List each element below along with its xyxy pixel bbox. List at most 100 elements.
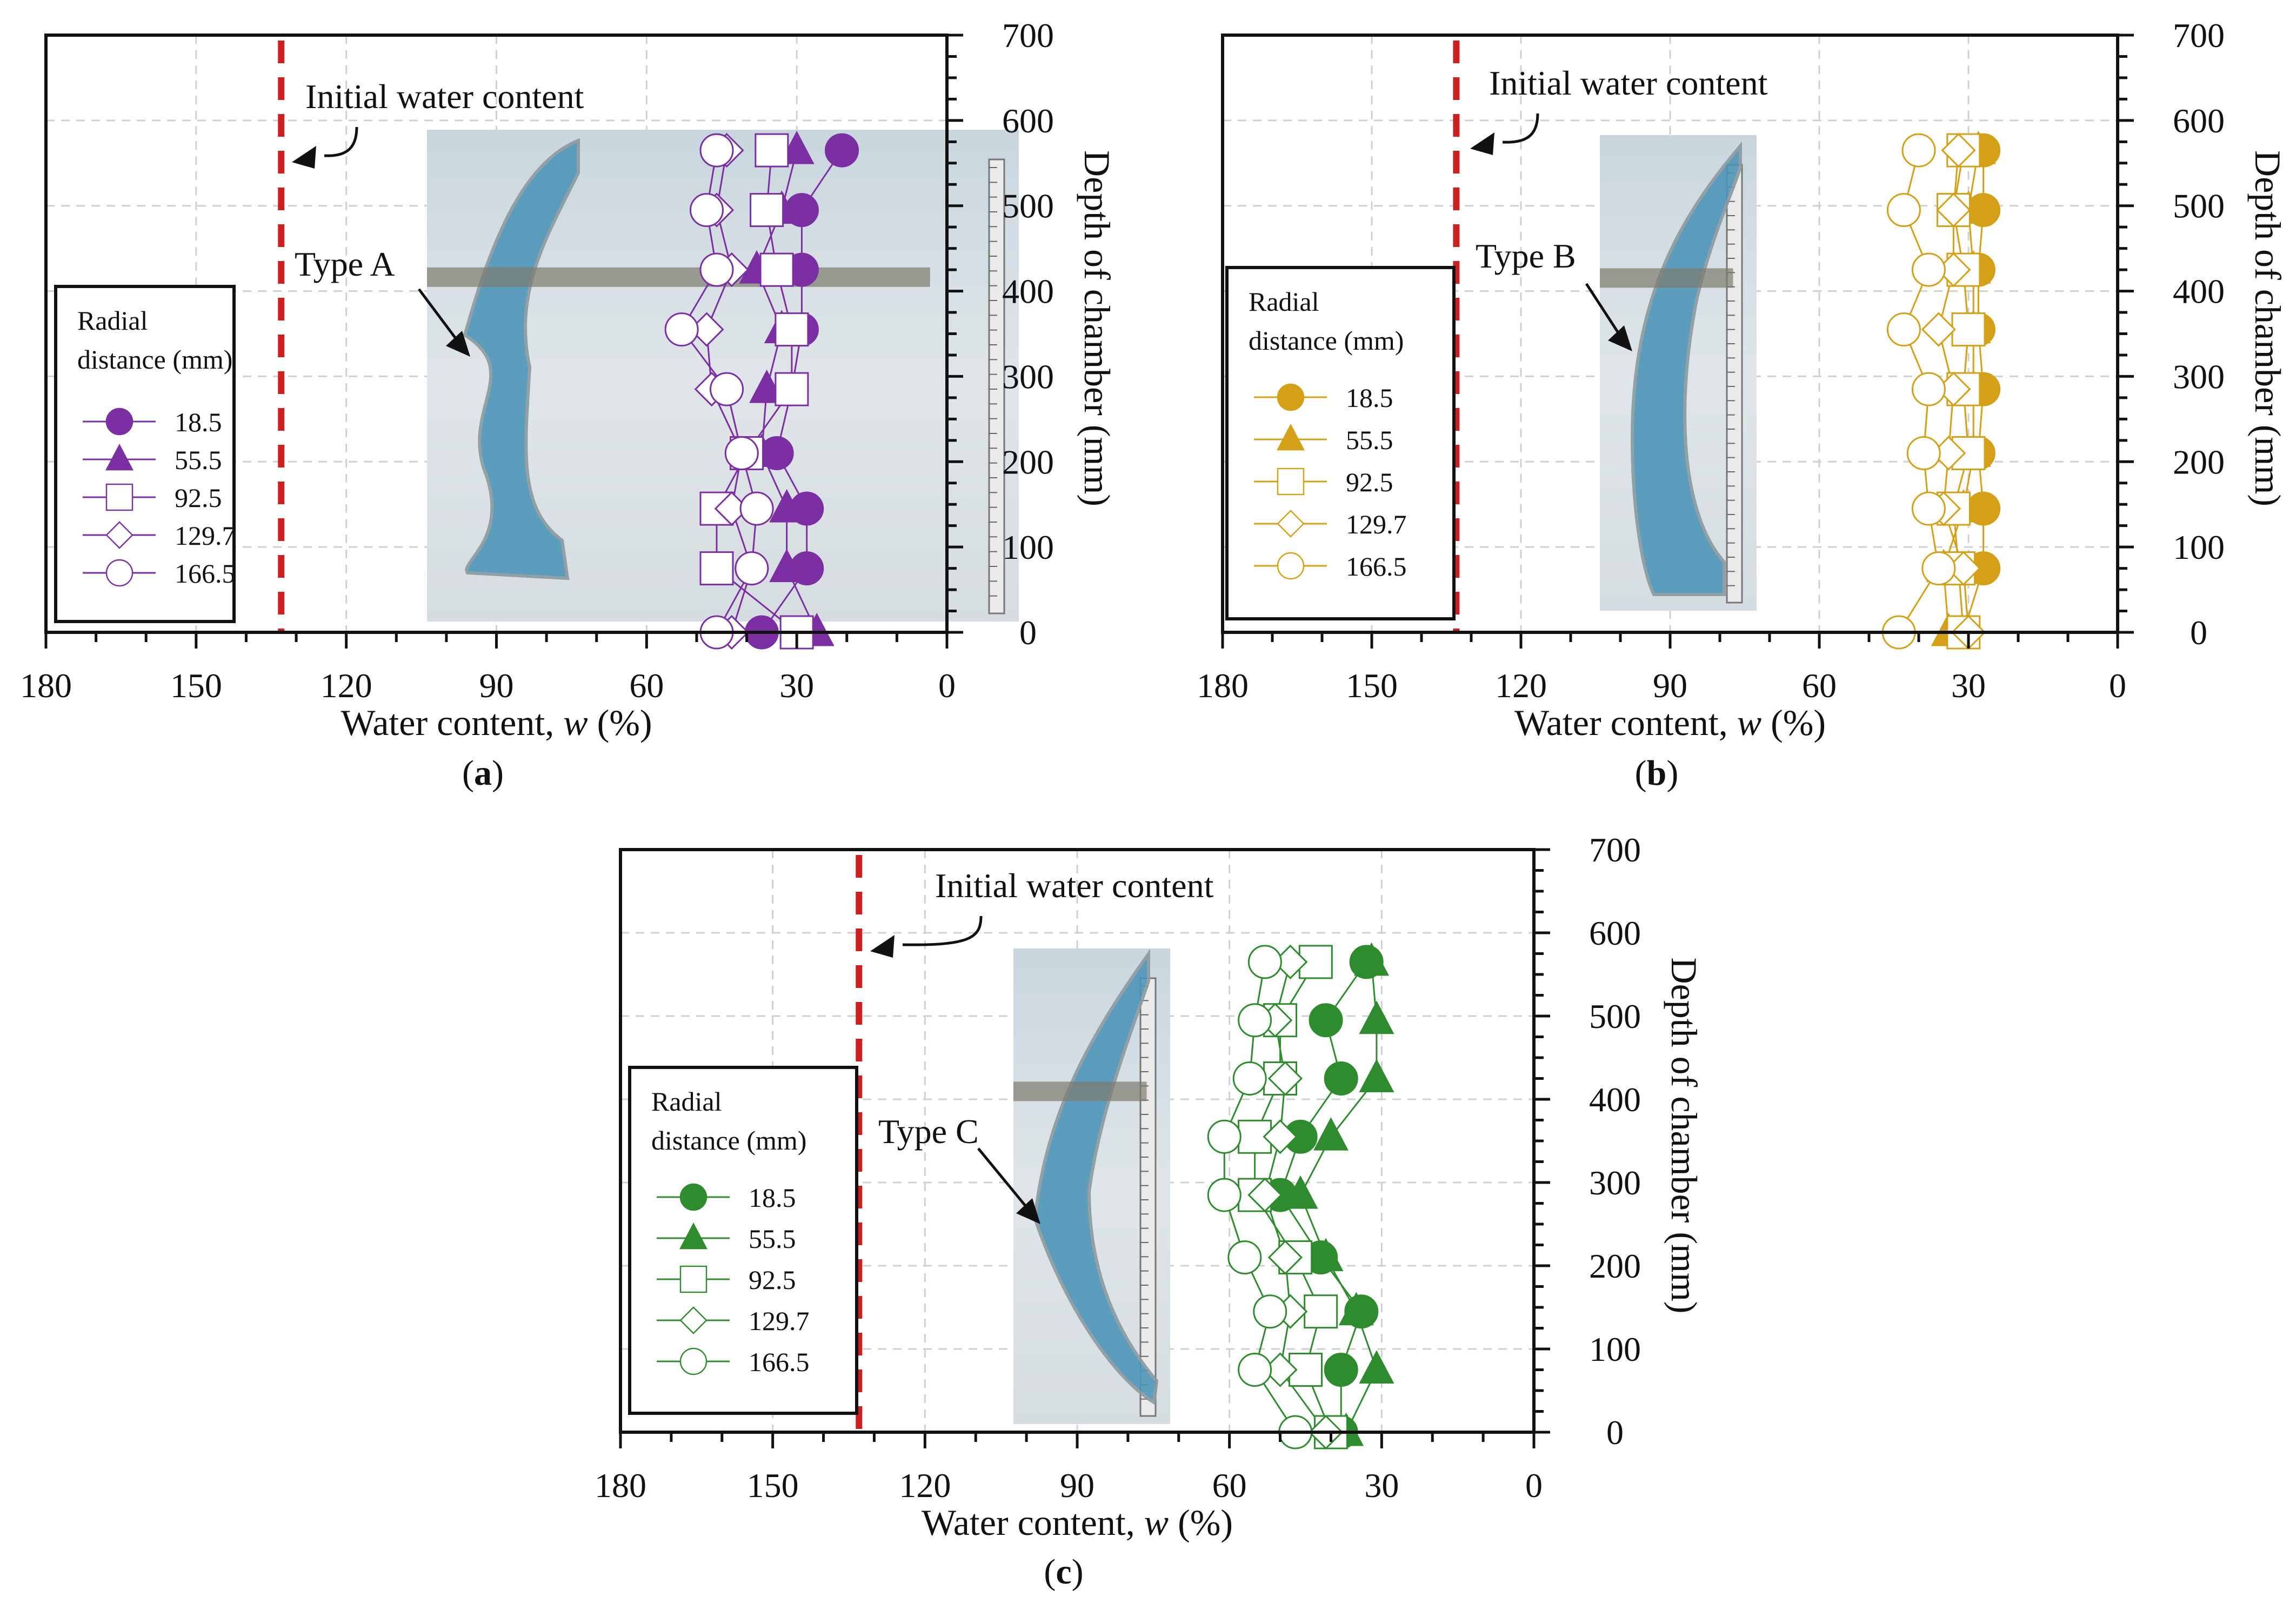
data-point [1324,1061,1358,1095]
data-point [1253,1294,1287,1329]
legend-title: Radial [1249,286,1319,317]
legend-label: 166.5 [175,558,236,589]
soil-body [1033,948,1159,1406]
arrow-head [1470,132,1494,155]
legend-title: distance (mm) [1249,325,1404,356]
cutting-band [1600,268,1733,288]
data-point [739,491,774,526]
x-tick-label: 30 [1364,1466,1399,1505]
y-tick-label: 700 [2173,16,2225,55]
legend-marker [105,407,134,436]
data-point [825,133,859,168]
arrow-head [1608,325,1632,351]
data-point [1359,1059,1394,1092]
legend-label: 92.5 [175,483,222,513]
x-axis: 180 150 120 90 60 30 0 Water content, w (%) [595,1432,1543,1543]
x-tick-label: 60 [1212,1466,1247,1505]
x-axis: 180 150 120 90 60 30 0 Water content, w (%) [20,632,956,743]
legend-marker [1277,467,1305,496]
x-tick-label: 180 [20,666,72,705]
legend-marker [105,483,134,511]
panel-b: Initial water content Type B Radial distanc… [1197,16,2288,793]
y-tick-label: 700 [1002,16,1054,55]
data-point [1247,1177,1283,1213]
x-tick-label: 180 [1197,666,1249,705]
x-tick-label: 120 [1495,666,1547,705]
legend-label: 129.7 [1346,509,1407,539]
data-point [699,133,734,168]
x-tick-label: 30 [779,666,814,705]
data-point [689,193,724,228]
specimen-photo [1600,135,1757,611]
type-arrow [1585,283,1624,340]
legend-label: 129.7 [175,520,236,551]
panel-a: Initial water content Type A Radial distanc… [20,16,1118,793]
x-tick-label: 150 [170,666,222,705]
y-tick-label: 500 [2173,187,2225,225]
y-tick-label: 400 [2173,272,2225,311]
x-tick-label: 0 [1525,1466,1543,1505]
data-point [1227,1240,1262,1275]
legend-marker [1277,510,1305,538]
series-markers-55.5 [1283,942,1394,1446]
data-point [699,551,734,586]
data-point [1359,1350,1394,1384]
legend-marker [679,1265,708,1293]
data-point [1304,1294,1338,1329]
legend-label: 92.5 [1346,467,1393,497]
x-tick-label: 0 [2109,666,2126,705]
x-axis-title: Water content, w (%) [341,702,652,743]
x-axis: 180 150 120 90 60 30 0 Water content, w (%) [1197,632,2126,743]
y-axis: 0 100 200 300 400 500 600 700 Depth of chamber (… [1534,831,1705,1452]
legend-box [628,1066,858,1415]
y-tick-label: 300 [1589,1164,1641,1202]
y-tick-label: 700 [1589,831,1641,869]
data-point [1207,1178,1242,1212]
legend-marker [105,521,134,549]
x-tick-label: 180 [595,1466,646,1505]
data-point [1354,942,1390,976]
x-axis-title: Water content, w (%) [1514,702,1826,743]
data-point [1901,133,1936,168]
data-point [1921,312,1956,347]
y-tick-label: 200 [1589,1247,1641,1285]
data-point [1308,1238,1344,1272]
series-markers-166.5 [664,133,774,650]
legend-marker [1277,552,1305,580]
legend-marker [105,559,134,587]
data-point [1911,252,1946,287]
ruler [1726,164,1743,604]
data-point [1324,1353,1358,1387]
legend-marker [105,444,134,471]
annotation-arrow [1502,113,1539,144]
y-tick-label: 600 [1002,102,1054,140]
legend-label: 55.5 [1346,425,1393,455]
x-tick-label: 60 [629,666,664,705]
y-tick-label: 0 [2190,613,2207,652]
panel-caption: (a) [462,753,504,793]
data-point [1906,436,1941,470]
data-point [710,372,744,406]
x-tick-label: 120 [321,666,372,705]
arrow-head [1016,1198,1040,1224]
legend-label: 92.5 [749,1265,796,1295]
ruler [1139,977,1157,1417]
initial-water-content-label: Initial water content [1489,64,1768,102]
x-tick-label: 0 [938,666,956,705]
data-point [1207,1119,1242,1154]
data-point [775,372,809,406]
y-axis-title: Depth of chamber (mm) [1664,958,1705,1314]
x-tick-label: 150 [1346,666,1398,705]
arrow-head [870,935,895,958]
data-point [699,252,734,287]
y-tick-label: 400 [1589,1080,1641,1119]
data-point [664,312,699,347]
data-point [769,489,805,523]
legend-marker [679,1306,708,1334]
data-point [1921,551,1956,586]
x-axis-title: Water content, w (%) [922,1502,1233,1543]
type-label: Type B [1476,237,1576,275]
data-point [1232,1061,1267,1095]
data-point [1267,1061,1303,1096]
y-axis: 0 100 200 300 400 500 600 700 Depth of chamber (… [2118,16,2288,652]
